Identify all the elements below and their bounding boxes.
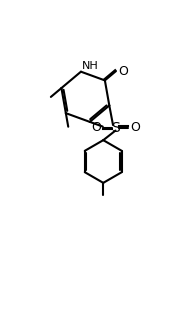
Text: O: O (130, 121, 140, 134)
Text: O: O (118, 64, 128, 78)
Text: S: S (111, 121, 120, 135)
Text: NH: NH (82, 61, 99, 71)
Text: O: O (91, 121, 101, 134)
